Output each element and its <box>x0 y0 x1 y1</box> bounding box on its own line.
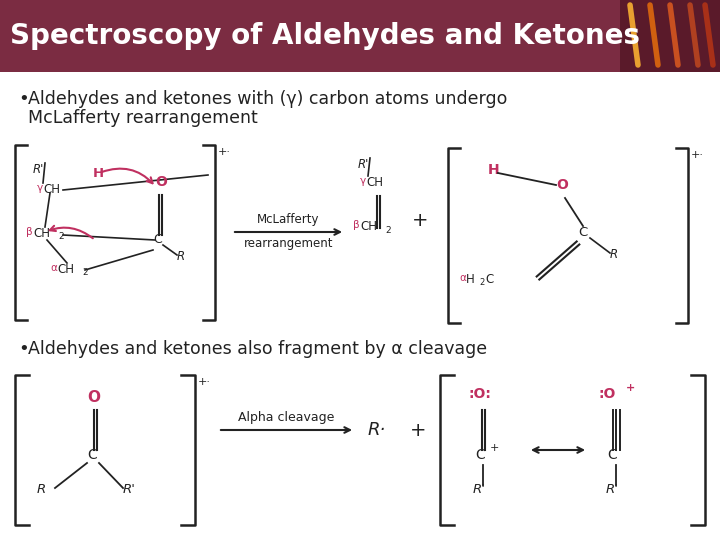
Text: :O:: :O: <box>468 387 491 401</box>
Text: γ: γ <box>37 183 43 193</box>
Text: R': R' <box>33 163 45 176</box>
Text: R: R <box>177 250 185 263</box>
Text: 2: 2 <box>58 232 63 241</box>
Text: O: O <box>556 178 568 192</box>
Text: Aldehydes and ketones also fragment by α cleavage: Aldehydes and ketones also fragment by α… <box>28 340 487 358</box>
Text: •: • <box>18 90 29 108</box>
Text: R': R' <box>606 483 619 496</box>
Text: +: + <box>412 211 428 229</box>
Text: C: C <box>578 226 588 239</box>
Text: CH: CH <box>57 263 74 276</box>
Text: McLafferty rearrangement: McLafferty rearrangement <box>28 109 258 127</box>
Text: β: β <box>354 220 360 230</box>
Text: C: C <box>607 448 617 462</box>
Text: H: H <box>488 163 500 177</box>
Text: +: + <box>490 443 500 453</box>
Text: CH: CH <box>43 183 60 196</box>
Bar <box>0 0 720 72</box>
Text: R: R <box>37 483 46 496</box>
Text: +: + <box>626 383 635 393</box>
Text: Spectroscopy of Aldehydes and Ketones: Spectroscopy of Aldehydes and Ketones <box>10 22 640 50</box>
Text: rearrangement: rearrangement <box>244 237 333 250</box>
Text: R': R' <box>358 158 369 171</box>
Text: :O: :O <box>598 387 616 401</box>
Text: O: O <box>155 175 167 189</box>
Text: C: C <box>485 273 493 286</box>
Text: +: + <box>410 421 426 440</box>
Text: +·: +· <box>691 150 704 160</box>
Text: C: C <box>87 448 96 462</box>
Text: 2: 2 <box>479 278 485 287</box>
Bar <box>620 0 720 72</box>
Text: γ: γ <box>360 176 366 186</box>
Text: R': R' <box>123 483 136 496</box>
Text: CH: CH <box>366 176 383 189</box>
Text: C: C <box>153 233 162 246</box>
Text: α: α <box>50 263 57 273</box>
Text: H: H <box>93 167 104 180</box>
Text: R': R' <box>473 483 486 496</box>
Text: C: C <box>475 448 485 462</box>
Text: α: α <box>459 273 466 283</box>
Text: 2: 2 <box>385 226 391 235</box>
Text: β: β <box>27 227 33 237</box>
Text: R·: R· <box>368 421 386 439</box>
Text: +·: +· <box>218 147 231 157</box>
Text: Alpha cleavage: Alpha cleavage <box>238 411 335 424</box>
Text: R: R <box>610 248 618 261</box>
Text: H: H <box>466 273 474 286</box>
Text: Aldehydes and ketones with (γ) carbon atoms undergo: Aldehydes and ketones with (γ) carbon at… <box>28 90 508 108</box>
Text: 2: 2 <box>82 268 88 277</box>
Text: O: O <box>87 390 100 405</box>
Text: CH: CH <box>33 227 50 240</box>
Text: McLafferty: McLafferty <box>257 213 320 226</box>
Text: +·: +· <box>198 377 211 387</box>
Text: CH: CH <box>360 220 377 233</box>
Text: •: • <box>18 340 29 358</box>
